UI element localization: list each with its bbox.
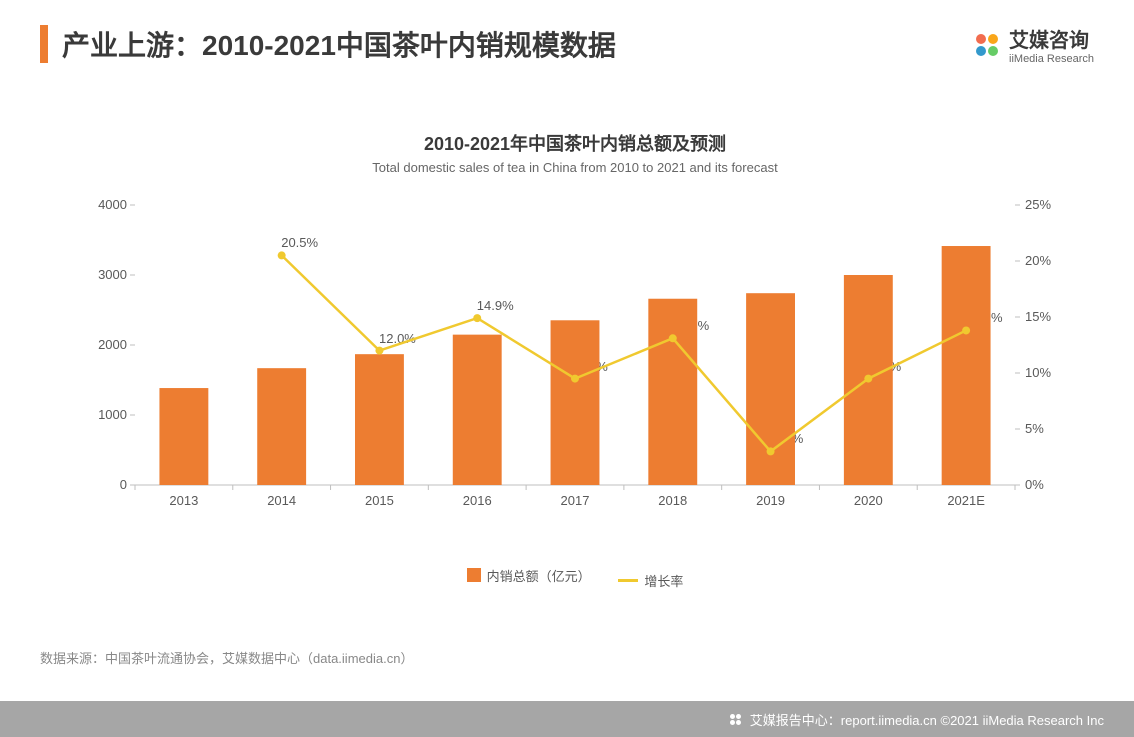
legend-line-label: 增长率: [644, 571, 683, 590]
bar: [551, 320, 600, 485]
chart-plot: 010002000300040000%5%10%15%20%25%1,38520…: [80, 195, 1070, 535]
title-accent-bar: [40, 25, 48, 63]
bar: [746, 293, 795, 485]
line-marker: [473, 314, 481, 322]
chart-area: 2010-2021年中国茶叶内销总额及预测 Total domestic sal…: [80, 130, 1070, 535]
line-marker: [669, 334, 677, 342]
footer-text: 艾媒报告中心：report.iimedia.cn ©2021 iiMedia R…: [750, 710, 1104, 729]
page-title: 产业上游：2010-2021中国茶叶内销规模数据: [62, 24, 616, 64]
data-source: 数据来源：中国茶叶流通协会，艾媒数据中心（data.iimedia.cn）: [40, 648, 413, 667]
line-marker: [962, 326, 970, 334]
legend-line: 增长率: [618, 571, 683, 590]
legend-bar: 内销总额（亿元）: [467, 566, 591, 585]
bar: [355, 354, 404, 485]
line-marker: [571, 375, 579, 383]
legend-bar-label: 内销总额（亿元）: [487, 566, 591, 585]
brand-logo-icon: [975, 33, 999, 57]
chart-title-en: Total domestic sales of tea in China fro…: [80, 160, 1070, 175]
line-marker: [278, 251, 286, 259]
bar: [159, 388, 208, 485]
footer-logo-icon: [730, 713, 742, 725]
header: 产业上游：2010-2021中国茶叶内销规模数据 艾媒咨询 iiMedia Re…: [0, 0, 1134, 65]
chart-title-cn: 2010-2021年中国茶叶内销总额及预测: [80, 130, 1070, 156]
chart-legend: 内销总额（亿元） 增长率: [80, 566, 1070, 591]
bar: [453, 335, 502, 485]
legend-bar-swatch: [467, 568, 481, 582]
bar: [942, 246, 991, 485]
line-marker: [375, 347, 383, 355]
legend-line-swatch: [618, 579, 638, 582]
title-wrap: 产业上游：2010-2021中国茶叶内销规模数据: [40, 24, 616, 64]
brand-name-cn: 艾媒咨询: [1009, 24, 1094, 53]
bar: [257, 368, 306, 485]
brand-logo-text: 艾媒咨询 iiMedia Research: [1009, 24, 1094, 65]
footer: 艾媒报告中心：report.iimedia.cn ©2021 iiMedia R…: [0, 701, 1134, 737]
line-marker: [767, 447, 775, 455]
brand-name-en: iiMedia Research: [1009, 53, 1094, 65]
brand-logo: 艾媒咨询 iiMedia Research: [975, 24, 1094, 65]
line-marker: [864, 375, 872, 383]
bar: [648, 299, 697, 485]
